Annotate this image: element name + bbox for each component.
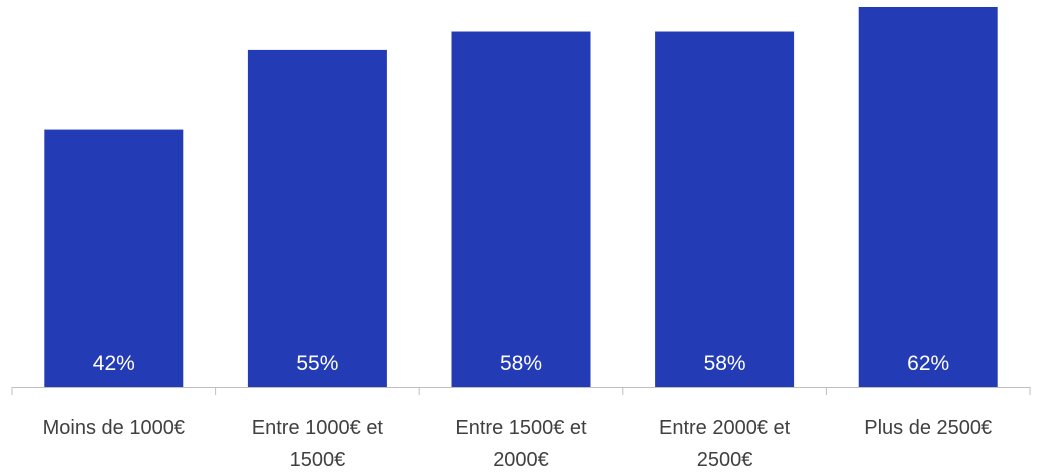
x-tick-label-0-line-0: Moins de 1000€	[43, 417, 185, 439]
x-tick-labels-group: Moins de 1000€ Entre 1000€ et 1500€Entre 1…	[43, 417, 993, 471]
x-tick-label-1: Entre 1000€ et 1500€	[252, 417, 384, 471]
bar-value-label-4: 62%	[907, 352, 949, 375]
bar-3	[655, 31, 795, 388]
bars-group	[44, 7, 998, 388]
value-labels-group: 42% 55% 58% 58% 62%	[93, 352, 949, 375]
bar-2	[451, 31, 591, 388]
bar-value-label-3: 58%	[704, 352, 746, 375]
bar-value-label-0: 42%	[93, 352, 135, 375]
x-tick-label-2-line-0: Entre 1500€ et	[455, 417, 587, 439]
x-tick-label-0: Moins de 1000€	[43, 417, 185, 439]
x-tick-label-3-line-0: Entre 2000€ et	[659, 417, 791, 439]
x-tick-label-2: Entre 1500€ et 2000€	[455, 417, 587, 471]
x-tick-label-4-line-0: Plus de 2500€	[864, 417, 992, 439]
x-tick-label-2-line-1: 2000€	[493, 449, 549, 471]
x-tick-label-1-line-0: Entre 1000€ et	[252, 417, 384, 439]
x-tick-label-1-line-1: 1500€	[290, 449, 346, 471]
bar-4	[858, 7, 998, 387]
x-axis	[11, 387, 1031, 395]
bar-0	[44, 129, 184, 388]
x-tick-label-3: Entre 2000€ et 2500€	[659, 417, 791, 471]
x-tick-label-4: Plus de 2500€	[864, 417, 992, 439]
bar-value-label-2: 58%	[500, 352, 542, 375]
bar-value-label-1: 55%	[296, 352, 338, 375]
x-tick-label-3-line-1: 2500€	[697, 449, 753, 471]
bar-1	[247, 49, 387, 387]
